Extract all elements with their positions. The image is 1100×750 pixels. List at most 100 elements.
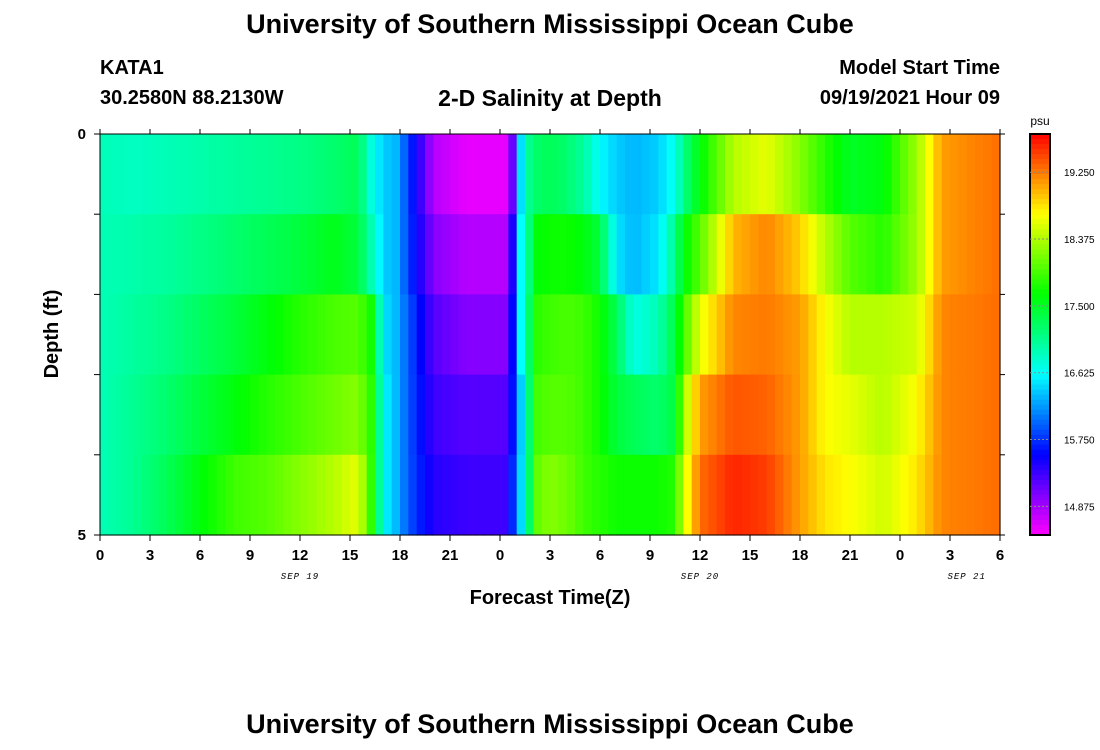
heatmap-cell	[800, 214, 809, 295]
heatmap-cell	[716, 374, 726, 456]
heatmap-cell	[891, 214, 901, 295]
heatmap-cell	[225, 374, 234, 456]
heatmap-cell	[100, 214, 109, 295]
heatmap-cell	[350, 134, 359, 215]
heatmap-cell	[625, 374, 634, 456]
y-axis-label: Depth (ft)	[41, 290, 63, 379]
y-tick-label: 5	[78, 527, 86, 544]
heatmap-cell	[550, 134, 559, 215]
heatmap-cell	[966, 454, 976, 536]
heatmap-cell	[750, 214, 759, 295]
heatmap-cell	[641, 374, 651, 456]
heatmap-cell	[300, 134, 309, 215]
heatmap-cell	[800, 294, 809, 376]
heatmap-cell	[891, 134, 901, 215]
heatmap-cell	[166, 374, 176, 456]
heatmap-cell	[658, 294, 668, 376]
heatmap-cell	[950, 374, 959, 456]
heatmap-cell	[191, 374, 201, 456]
heatmap-cell	[533, 294, 543, 376]
colorbar-step	[1030, 299, 1050, 306]
heatmap-cell	[191, 454, 201, 536]
colorbar-step	[1030, 204, 1050, 210]
y-axis: 05	[78, 126, 1005, 544]
heatmap-cell	[325, 294, 334, 376]
heatmap-cell	[766, 454, 776, 536]
colorbar-step	[1030, 439, 1050, 446]
heatmap-cell	[825, 294, 834, 376]
colorbar-tick-label: 16.625	[1064, 369, 1095, 380]
heatmap-cell	[525, 214, 534, 295]
heatmap-cell	[183, 454, 193, 536]
heatmap-cell	[158, 134, 168, 215]
colorbar-step	[1030, 404, 1050, 411]
colorbar-step	[1030, 389, 1050, 396]
heatmap-cell	[158, 374, 168, 456]
heatmap-cell	[150, 134, 159, 215]
heatmap-cell	[133, 454, 143, 536]
heatmap-cell	[291, 214, 301, 295]
heatmap-cell	[108, 374, 118, 456]
heatmap-cell	[400, 454, 409, 536]
heatmap-cell	[475, 134, 484, 215]
heatmap-cell	[391, 214, 401, 295]
model-start-time: 09/19/2021 Hour 09	[819, 87, 1000, 109]
station-coords: 30.2580N 88.2130W	[100, 87, 284, 109]
heatmap-cell	[683, 294, 693, 376]
heatmap-cell	[850, 294, 859, 376]
heatmap-cell	[166, 134, 176, 215]
heatmap-cell	[158, 454, 168, 536]
heatmap-cell	[325, 374, 334, 456]
heatmap-cell	[283, 294, 293, 376]
heatmap-cell	[150, 294, 159, 376]
heatmap-cell	[508, 134, 518, 215]
heatmap-cell	[566, 454, 576, 536]
heatmap-cell	[641, 454, 651, 536]
heatmap-cell	[325, 214, 334, 295]
heatmap-cell	[633, 294, 643, 376]
heatmap-cell	[750, 454, 759, 536]
colorbar-step	[1030, 364, 1050, 371]
model-start-label: Model Start Time	[839, 57, 1000, 79]
heatmap-cell	[583, 374, 593, 456]
colorbar-tick-label: 15.750	[1064, 436, 1095, 447]
heatmap-cell	[225, 454, 234, 536]
heatmap-cell	[475, 454, 484, 536]
heatmap-cell	[950, 134, 959, 215]
heatmap-cell	[516, 294, 526, 376]
heatmap-cell	[616, 374, 626, 456]
heatmap-cell	[291, 294, 301, 376]
heatmap-cell	[850, 374, 859, 456]
heatmap-cell	[650, 214, 659, 295]
x-tick-label: 3	[146, 547, 154, 564]
colorbar-step	[1030, 434, 1050, 441]
heatmap-cell	[816, 454, 826, 536]
colorbar-step	[1030, 164, 1050, 170]
heatmap-cell	[241, 374, 251, 456]
footer-title: University of Southern Mississippi Ocean…	[246, 709, 854, 739]
heatmap-cell	[216, 134, 226, 215]
heatmap-cell	[550, 374, 559, 456]
heatmap-cell	[191, 294, 201, 376]
heatmap-cell	[558, 294, 568, 376]
heatmap-cell	[641, 294, 651, 376]
heatmap-cell	[525, 454, 534, 536]
heatmap-cell	[333, 374, 343, 456]
heatmap-cell	[341, 374, 351, 456]
heatmap-cell	[725, 374, 734, 456]
heatmap-cell	[733, 454, 743, 536]
heatmap-cell	[741, 134, 751, 215]
heatmap-cell	[716, 454, 726, 536]
heatmap-cell	[133, 134, 143, 215]
x-tick-label: 12	[292, 547, 309, 564]
heatmap-cell	[733, 294, 743, 376]
x-tick-label: 12	[692, 547, 709, 564]
heatmap-cell	[541, 214, 551, 295]
colorbar-step	[1030, 219, 1050, 225]
heatmap-cell	[458, 294, 468, 376]
heatmap-cell	[400, 294, 409, 376]
heatmap-cell	[133, 214, 143, 295]
heatmap-cell	[141, 454, 151, 536]
colorbar-step	[1030, 319, 1050, 326]
heatmap-cell	[200, 454, 209, 536]
